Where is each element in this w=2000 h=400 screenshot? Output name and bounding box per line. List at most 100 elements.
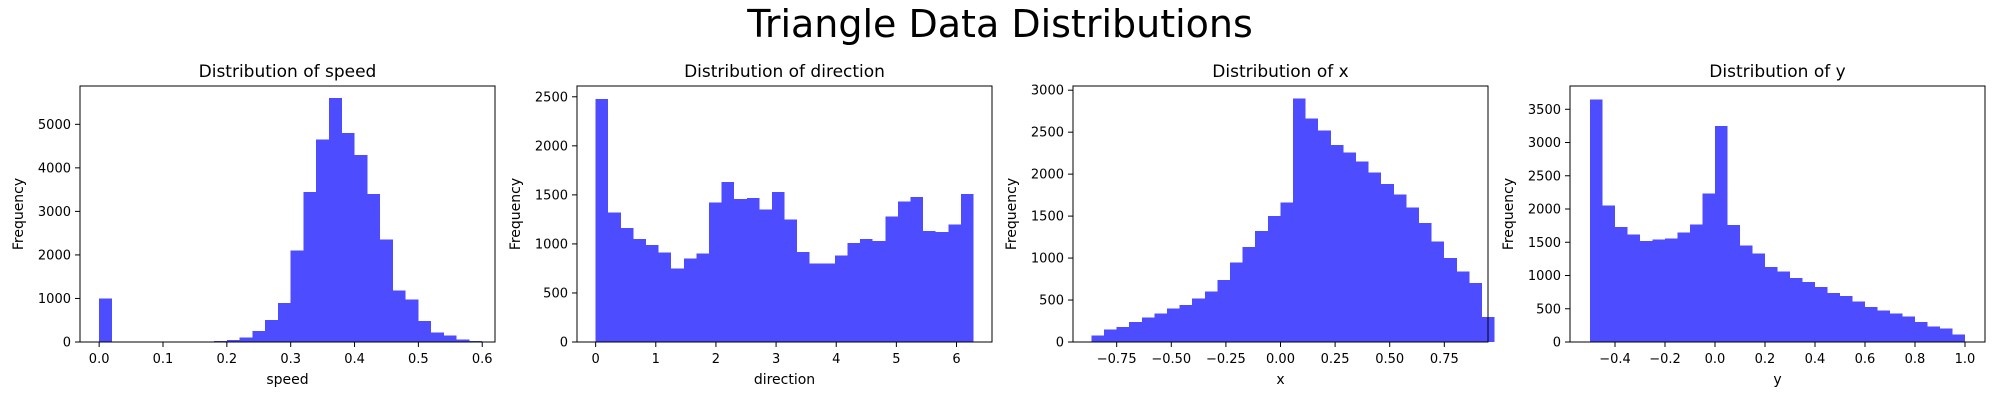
figure-title: Triangle Data Distributions	[747, 2, 1253, 46]
bar	[948, 224, 961, 342]
bar	[671, 268, 684, 342]
bar	[1292, 98, 1306, 342]
bar	[1927, 326, 1940, 342]
x-tick-label: 2	[712, 352, 720, 367]
x-tick-label: 6	[952, 352, 960, 367]
bar	[1393, 194, 1407, 342]
x-tick-label: 0.00	[1266, 352, 1295, 367]
x-xlabel: x	[1276, 372, 1284, 388]
y-tick-label: 1500	[1528, 236, 1561, 251]
bar	[658, 252, 672, 342]
x-tick-label: 1.0	[1955, 352, 1976, 367]
x-tick-label: 0.2	[217, 352, 238, 367]
bar	[1444, 258, 1457, 342]
x-tick-label: 0.75	[1430, 352, 1459, 367]
x-tick-label: −0.75	[1097, 352, 1137, 367]
x-tick-label: 3	[772, 352, 780, 367]
bar	[1852, 301, 1865, 342]
x-tick-label: 0.0	[89, 352, 110, 367]
subplot-speed: 0.0 0.1 0.2 0.3 0.4 0.5 0.6 0 1000 2000 3000 4000 50…	[11, 62, 496, 388]
bar	[847, 242, 861, 342]
bar	[303, 191, 317, 342]
y-tick-label: 3000	[38, 205, 71, 220]
bar	[316, 139, 329, 342]
y-tick-label: 2500	[1528, 169, 1561, 184]
bar	[265, 320, 278, 342]
bar	[1129, 321, 1142, 342]
bar	[721, 182, 735, 342]
bar	[860, 239, 873, 342]
bar	[683, 258, 697, 342]
bar	[329, 98, 342, 342]
bar	[1343, 152, 1357, 342]
x-tick-label: 0.0	[1705, 352, 1726, 367]
bar	[1456, 271, 1470, 342]
bar	[277, 302, 291, 342]
y-tick-label: 2000	[1031, 168, 1064, 183]
bar	[595, 98, 609, 342]
y-tick-label: 3000	[1031, 84, 1064, 99]
bar	[99, 298, 112, 342]
bar	[354, 154, 368, 342]
x-tick-label: 0	[592, 352, 600, 367]
bar	[1740, 245, 1753, 342]
speed-xlabel: speed	[266, 372, 308, 388]
bar	[1116, 326, 1130, 342]
bar	[239, 337, 253, 342]
bar	[1255, 231, 1268, 342]
x-tick-label: 0.3	[280, 352, 301, 367]
x-tick-label: 0.1	[153, 352, 174, 367]
direction-title: Distribution of direction	[684, 62, 885, 82]
bar	[809, 263, 823, 342]
bar	[1702, 193, 1715, 342]
bar	[960, 193, 974, 342]
y-tick-label: 0	[63, 336, 71, 351]
bar	[1229, 262, 1243, 342]
x-tick-label: −0.2	[1649, 352, 1681, 367]
x-tick-label: −0.25	[1206, 352, 1246, 367]
bar	[380, 239, 393, 342]
bar	[1469, 283, 1483, 342]
subplot-x: −0.75 −0.50 −0.25 0.00 0.25 0.50 0.75 0 500 1000 1…	[1004, 62, 1495, 388]
bar	[1590, 99, 1603, 342]
bar	[290, 250, 304, 342]
bar	[923, 231, 936, 342]
y-tick-label: 0	[1553, 336, 1561, 351]
x-bars	[1091, 98, 1495, 342]
y-tick-label: 0	[560, 336, 568, 351]
bar	[1166, 308, 1180, 342]
y-tick-label: 5000	[38, 118, 71, 133]
x-tick-label: −0.4	[1599, 352, 1631, 367]
subplot-direction: 0 1 2 3 4 5 6 0 500 1000 1500 2000 2500 Distribution …	[508, 62, 993, 388]
speed-axes-frame	[79, 85, 496, 343]
bar	[1192, 298, 1205, 342]
direction-axes-frame	[576, 85, 993, 343]
bar	[1752, 253, 1765, 342]
bar	[608, 212, 621, 342]
y-tick-label: 3500	[1528, 103, 1561, 118]
y-bars	[1590, 99, 1965, 342]
y-axes-frame	[1569, 85, 1986, 343]
y-tick-label: 2500	[1031, 126, 1064, 141]
speed-title: Distribution of speed	[199, 62, 377, 82]
x-tick-label: 0.25	[1321, 352, 1350, 367]
bar	[1154, 313, 1167, 342]
bar	[1141, 317, 1155, 342]
bar	[1865, 306, 1878, 342]
bar	[1802, 282, 1815, 342]
bar	[1368, 172, 1382, 342]
y-tick-label: 1000	[38, 292, 71, 307]
bar	[1280, 202, 1293, 342]
bar	[1715, 125, 1728, 342]
x-ylabel: Frequency	[1004, 178, 1020, 250]
y-tick-label: 1000	[1031, 252, 1064, 267]
y-title: Distribution of y	[1709, 62, 1845, 82]
bar	[1318, 130, 1331, 342]
bar	[443, 335, 457, 342]
x-title: Distribution of x	[1212, 62, 1348, 82]
y-tick-label: 2000	[535, 139, 568, 154]
x-tick-label: 0.5	[408, 352, 429, 367]
bar	[797, 251, 810, 342]
bar	[341, 133, 355, 342]
